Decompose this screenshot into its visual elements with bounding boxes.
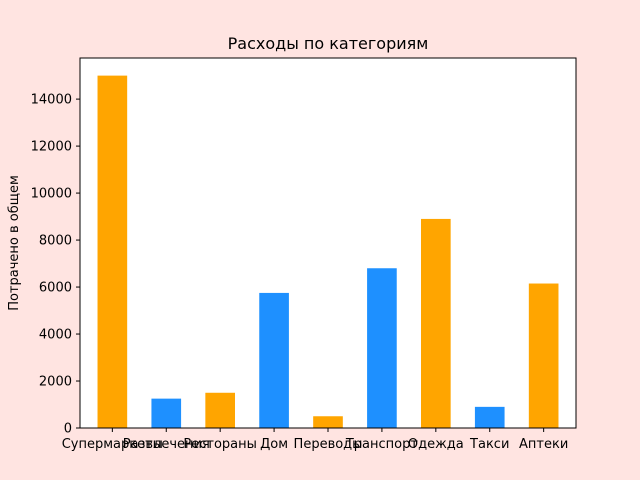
y-tick-label: 10000 (31, 187, 72, 202)
bar-2 (205, 392, 235, 428)
x-tick-label: Переводы (294, 437, 363, 452)
plot-frame (79, 57, 577, 429)
x-tick-label: Аптеки (519, 437, 568, 452)
y-tick-label: 4000 (39, 328, 72, 343)
y-tick-label: 2000 (39, 375, 72, 390)
bar-7 (474, 406, 505, 428)
y-ticks-group: 0 2000 4000 6000 8000 10000 12000 14000 (31, 93, 80, 437)
x-tick-label: Супермаркеты (62, 437, 163, 452)
bars-group (97, 75, 559, 428)
bar-3 (259, 292, 289, 428)
y-tick-label: 0 (64, 422, 72, 437)
bar-8 (528, 283, 559, 428)
x-tick-label: Такси (469, 437, 509, 452)
bar-6 (421, 218, 451, 428)
x-tick-label: Транспорт (345, 437, 419, 452)
bar-4 (313, 416, 343, 428)
bar-0 (97, 75, 128, 428)
y-tick-label: 6000 (39, 281, 72, 296)
bar-1 (151, 398, 182, 428)
y-tick-label: 8000 (39, 234, 72, 249)
x-tick-label: Рестораны (183, 437, 257, 452)
y-tick-label: 14000 (31, 93, 72, 108)
x-tick-label: Развлечения (123, 437, 210, 452)
x-tick-label: Одежда (408, 437, 464, 452)
y-axis-label: Потрачено в общем (7, 175, 22, 311)
y-tick-label: 12000 (31, 140, 72, 155)
chart-title: Расходы по категориям (228, 34, 429, 53)
plot-area (80, 58, 576, 428)
bar-5 (367, 268, 397, 428)
x-tick-label: Дом (260, 437, 288, 452)
